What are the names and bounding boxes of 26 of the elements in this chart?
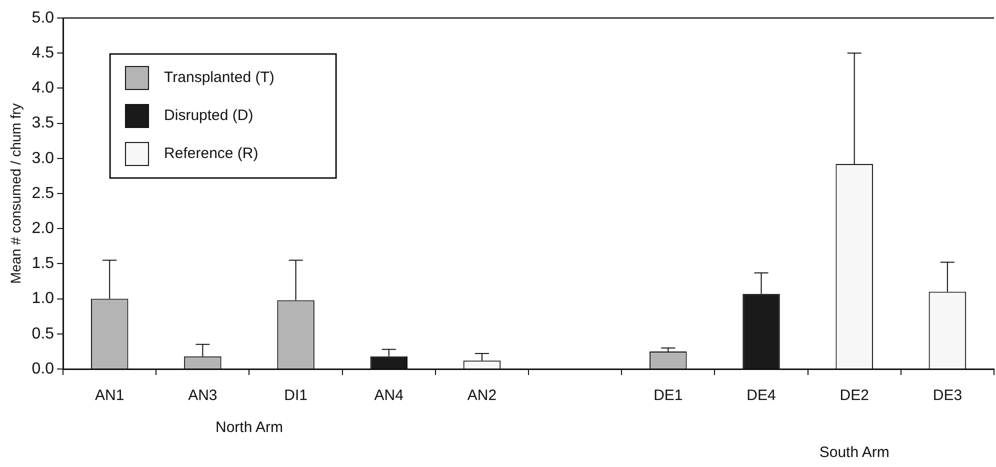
y-tick-label: 3.5 [32,114,54,132]
legend-label: Disrupted (D) [164,107,254,124]
x-tick-label: DE4 [746,387,776,404]
y-tick-label: 2.5 [32,184,54,202]
y-tick-label: 0.0 [32,360,54,378]
x-tick-label: AN3 [188,387,218,404]
y-tick-label: 1.5 [32,255,54,272]
x-tick-label: DE1 [654,387,683,404]
y-tick-label: 5.0 [32,9,54,26]
y-tick-label: 2.0 [32,220,54,238]
x-tick-label: DI1 [284,387,308,404]
x-tick-label: AN1 [94,387,124,404]
x-tick-label: DE2 [840,387,869,404]
x-tick-label: AN4 [374,387,404,404]
y-tick-label: 1.0 [32,290,54,308]
y-axis-title: Mean # consumed / chum fry [7,103,24,284]
x-tick-label: AN2 [467,387,497,404]
y-tick-label: 4.0 [32,80,54,97]
legend-label: Reference (R) [164,145,258,162]
x-tick-label: DE3 [932,387,962,404]
text: South Arm [819,444,890,462]
legend-label: Transplanted (T) [164,69,274,86]
text: North Arm [215,419,283,436]
y-tick-label: 0.5 [32,325,54,342]
y-tick-label: 3.0 [32,150,54,167]
y-tick-label: 4.5 [32,44,54,62]
